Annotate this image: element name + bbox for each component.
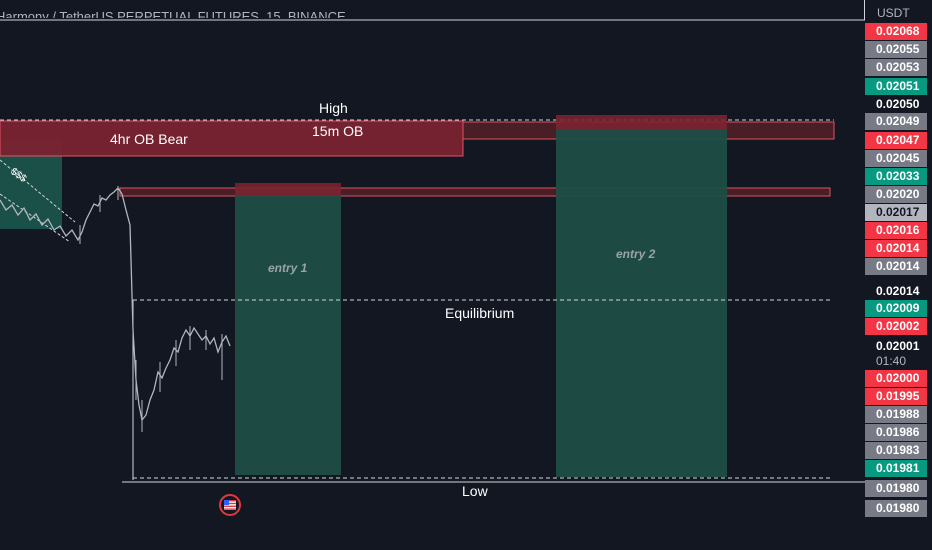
price-tag: 0.02033 xyxy=(865,168,927,185)
liquidity-trendline-upper[interactable] xyxy=(0,159,76,223)
price-tag: 0.02002 xyxy=(865,318,927,335)
equilibrium-label: Equilibrium xyxy=(445,305,515,321)
price-tag: 0.02014 xyxy=(865,258,927,275)
entry1-zone[interactable] xyxy=(235,196,341,475)
countdown-timer: 01:40 xyxy=(876,354,907,368)
high-label: High xyxy=(319,100,348,116)
price-tag: 0.01983 xyxy=(865,442,927,459)
price-tag: 0.02000 xyxy=(865,370,927,387)
price-series[interactable] xyxy=(0,186,231,422)
entry2-label: entry 2 xyxy=(616,247,656,261)
entry1-red-zone[interactable] xyxy=(235,183,341,196)
price-tag: 0.02051 xyxy=(865,78,927,95)
price-tag: 0.02009 xyxy=(865,300,927,317)
ob-4hr-zone[interactable] xyxy=(0,120,464,157)
price-tag: 0.02017 xyxy=(865,204,927,221)
low-label: Low xyxy=(462,483,488,499)
price-tag: 0.02055 xyxy=(865,41,927,58)
price-tag: 0.02047 xyxy=(865,132,927,149)
price-tag: 0.01980 xyxy=(865,480,927,497)
axis-unit-label: USDT xyxy=(877,6,910,20)
us-flag-icon[interactable] xyxy=(219,494,241,516)
entry2-red-zone[interactable] xyxy=(556,115,727,129)
price-tag: 0.02049 xyxy=(865,113,927,130)
price-tag: 0.02014 xyxy=(865,240,927,257)
entry1-label: entry 1 xyxy=(268,261,308,275)
price-tag: 0.02014 xyxy=(865,283,927,300)
liquidity-trendline-lower[interactable] xyxy=(0,193,71,243)
price-tag: 0.02050 xyxy=(865,96,927,113)
price-tag: 0.02016 xyxy=(865,222,927,239)
price-tag: 0.01986 xyxy=(865,424,927,441)
price-tag: 0.01995 xyxy=(865,388,927,405)
price-tag: 0.02045 xyxy=(865,150,927,167)
countdown-price: 0.02001 xyxy=(876,339,920,353)
ob-15m-label: 15m OB xyxy=(312,123,364,139)
price-tag: 0.01988 xyxy=(865,406,927,423)
ob-4hr-label: 4hr OB Bear xyxy=(110,131,188,147)
price-axis[interactable]: USDT 0.02068 0.02055 0.02053 0.02051 0.02050… xyxy=(865,0,932,550)
symbol-title[interactable]: Harmony / TetherUS PERPETUAL FUTURES, 15… xyxy=(0,9,346,24)
price-tag: 0.02020 xyxy=(865,186,927,203)
price-tag: 0.02053 xyxy=(865,59,927,76)
price-tag: 0.02068 xyxy=(865,23,927,40)
price-tag: 0.01981 xyxy=(865,460,927,477)
entry2-zone[interactable] xyxy=(556,129,727,477)
chart-canvas[interactable] xyxy=(0,0,865,550)
candle-wicks xyxy=(79,186,223,432)
price-tag: 0.01980 xyxy=(865,500,927,517)
